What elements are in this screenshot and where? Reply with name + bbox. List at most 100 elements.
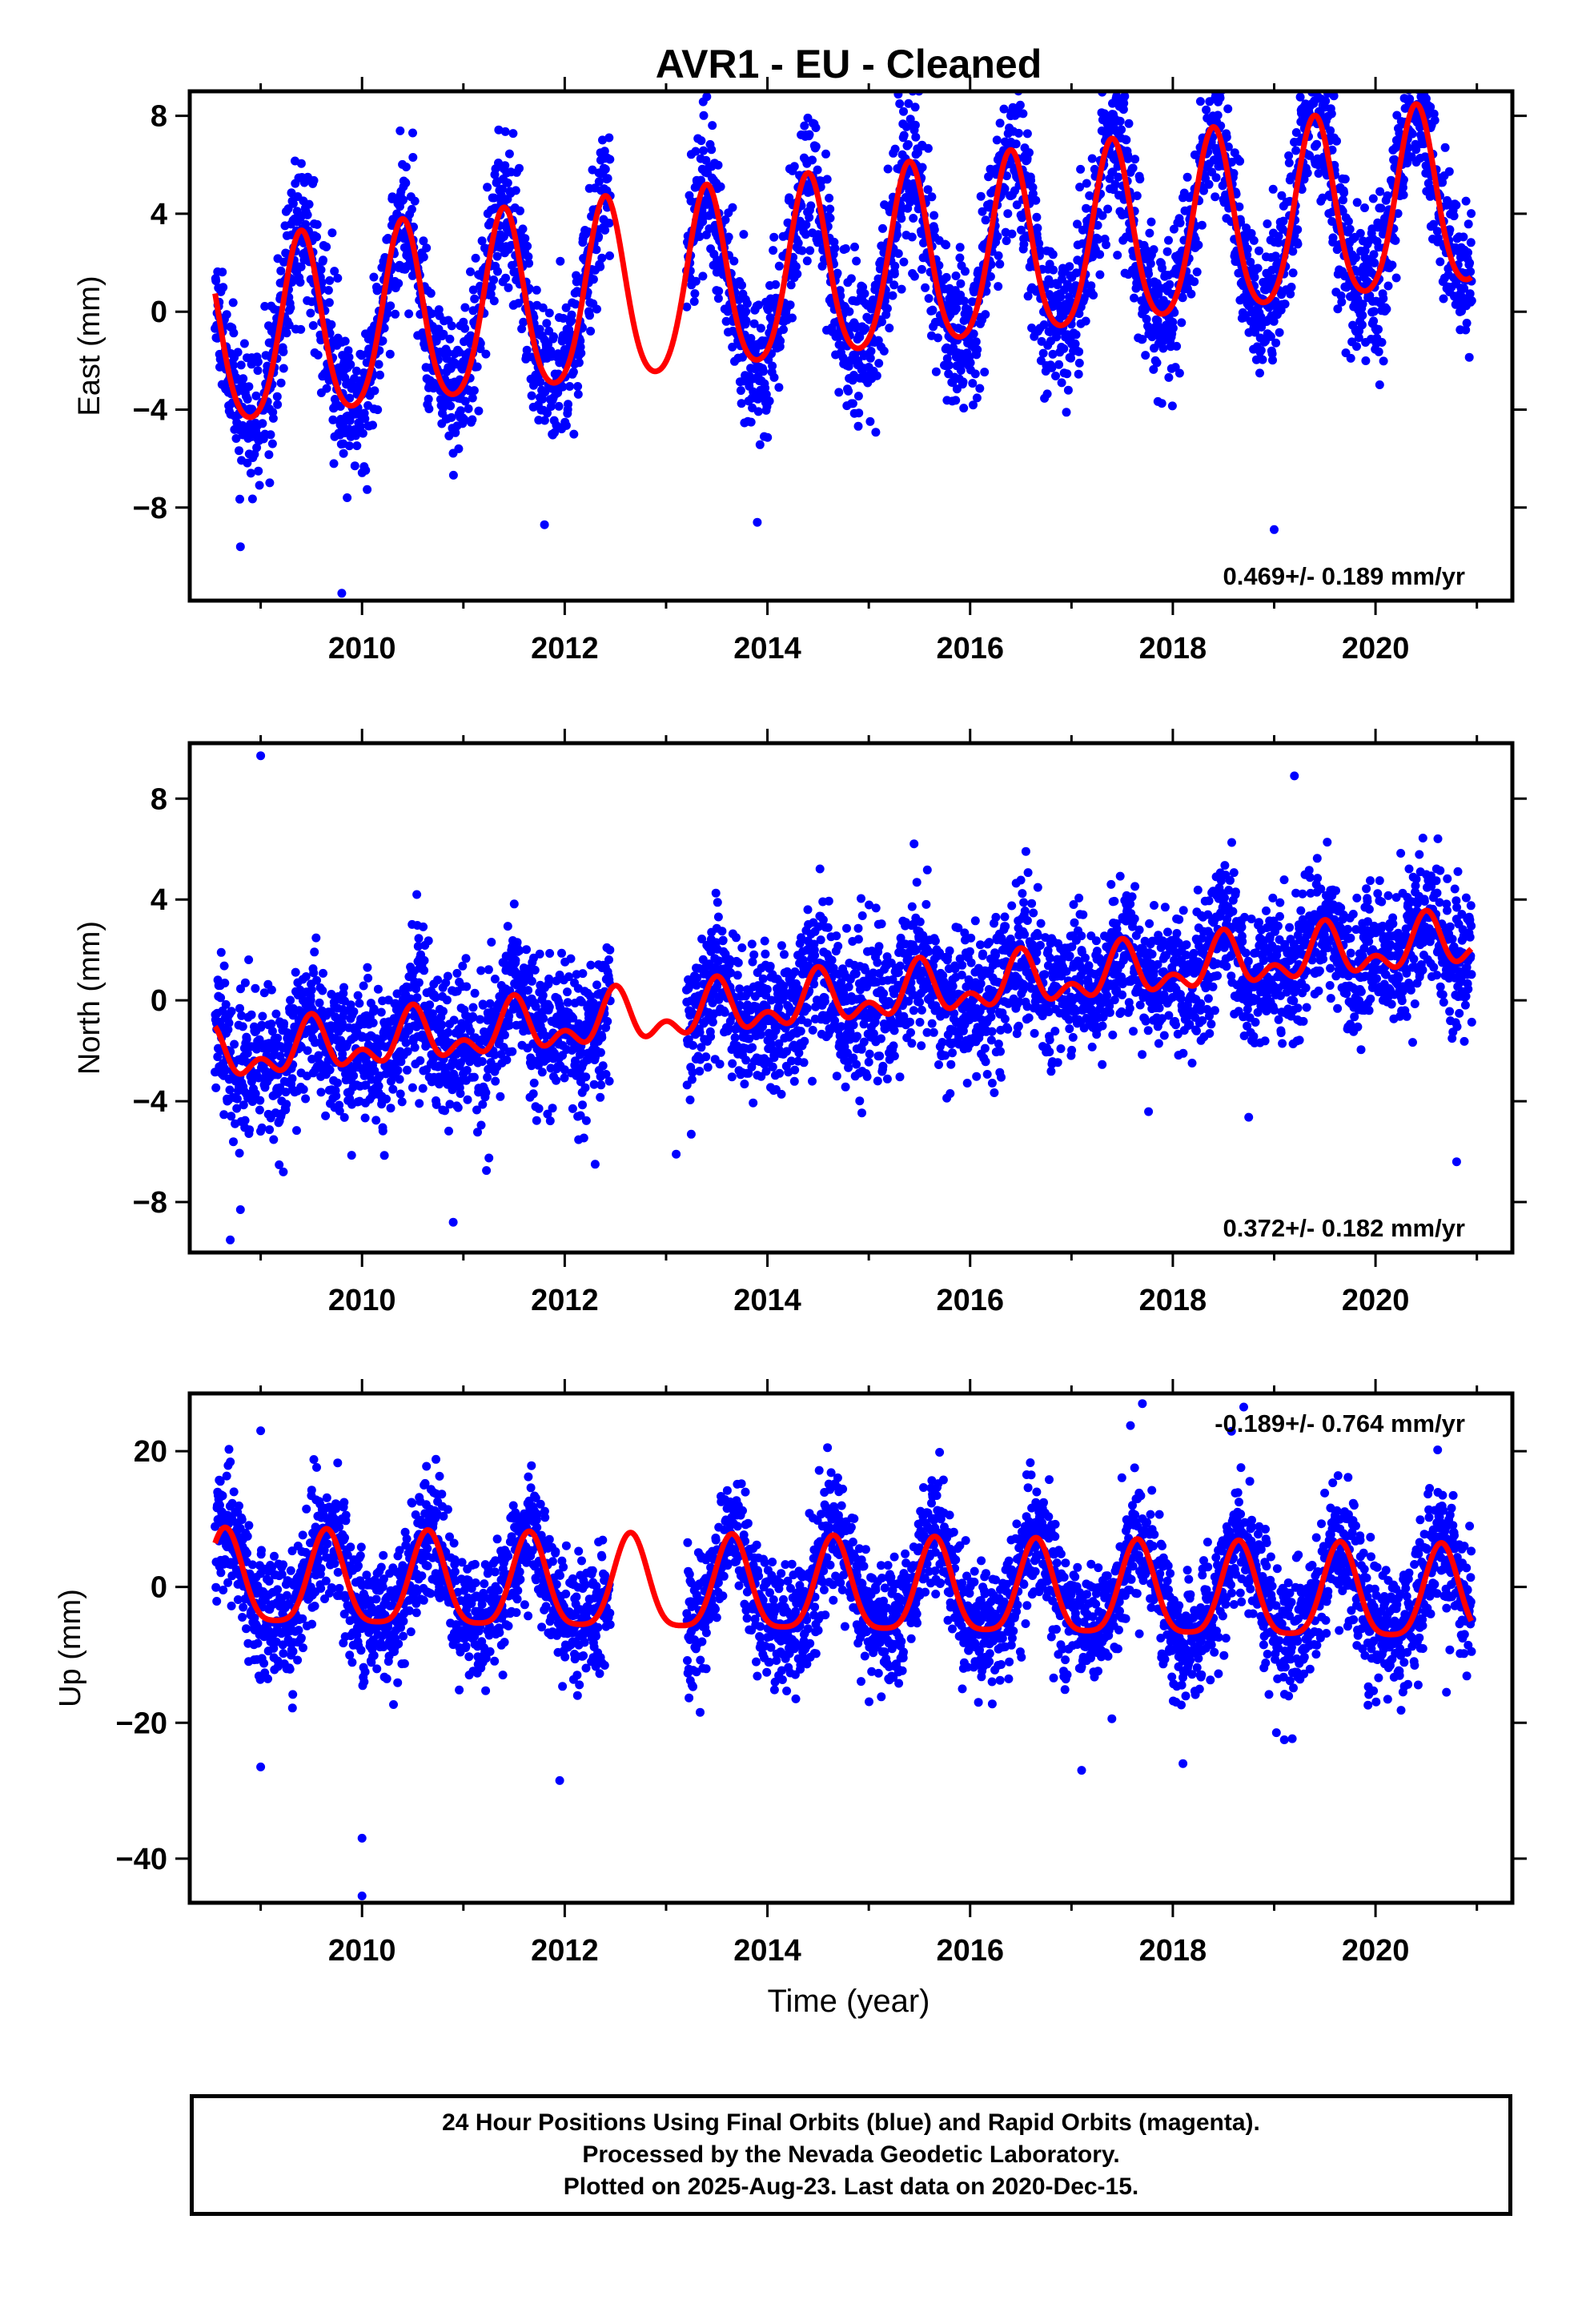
data-point <box>307 985 316 995</box>
data-point <box>572 271 581 280</box>
data-point <box>1387 260 1397 270</box>
data-point <box>539 1014 548 1023</box>
data-point <box>1383 191 1392 200</box>
data-point <box>573 382 583 391</box>
data-point <box>1149 245 1158 255</box>
data-point <box>737 280 746 290</box>
data-point <box>276 378 286 388</box>
data-point <box>355 999 364 1008</box>
data-point <box>471 253 480 263</box>
data-point <box>424 394 433 404</box>
data-point <box>1352 342 1361 352</box>
data-point <box>370 386 379 396</box>
data-point <box>1253 263 1263 273</box>
data-point <box>524 252 533 261</box>
data-point <box>971 337 981 347</box>
x-tick-label: 2010 <box>328 632 396 665</box>
data-point <box>594 177 604 187</box>
outlier-point <box>540 520 549 529</box>
data-point <box>605 155 615 164</box>
data-point <box>273 400 283 409</box>
data-point <box>716 182 725 191</box>
data-point <box>235 1003 244 1013</box>
data-point <box>566 954 576 963</box>
data-point <box>1114 172 1123 182</box>
data-point <box>1243 244 1252 254</box>
data-point <box>484 1153 494 1163</box>
data-point <box>219 961 229 971</box>
data-point <box>416 1055 425 1065</box>
data-point <box>403 1065 412 1075</box>
data-point <box>483 183 492 192</box>
data-point <box>1346 353 1355 363</box>
data-point <box>981 310 990 320</box>
data-point <box>496 1092 505 1101</box>
data-point <box>682 302 692 312</box>
data-point <box>228 298 238 308</box>
data-point <box>344 352 354 362</box>
data-point <box>1095 250 1105 259</box>
x-tick-label: 2012 <box>531 632 599 665</box>
data-point <box>257 1123 267 1132</box>
data-point <box>229 328 239 338</box>
data-point <box>363 485 372 494</box>
data-point <box>230 1039 239 1049</box>
data-point <box>500 161 510 171</box>
data-point <box>1462 319 1472 328</box>
data-point <box>368 1018 378 1027</box>
data-point <box>598 135 607 145</box>
data-point <box>769 246 778 255</box>
data-point <box>501 273 510 283</box>
data-point <box>449 1015 459 1025</box>
data-point <box>1357 320 1367 330</box>
data-point <box>372 286 382 296</box>
data-point <box>592 245 601 255</box>
data-point <box>576 348 586 358</box>
data-point <box>756 324 765 333</box>
data-point <box>404 309 414 319</box>
data-point <box>239 374 248 384</box>
data-point <box>483 1072 492 1082</box>
data-point <box>1076 164 1086 174</box>
data-point <box>1440 143 1450 152</box>
data-point <box>360 1113 370 1123</box>
data-point <box>811 123 821 132</box>
data-point <box>396 1089 405 1099</box>
data-point <box>303 1046 312 1055</box>
data-point <box>1414 81 1423 90</box>
data-point <box>236 360 246 370</box>
data-point <box>1271 338 1281 348</box>
data-point <box>1343 216 1353 226</box>
data-point <box>1407 129 1417 139</box>
data-point <box>897 214 906 223</box>
data-point <box>534 1104 544 1113</box>
data-point <box>279 1167 288 1176</box>
data-point <box>1177 318 1186 328</box>
data-point <box>1074 369 1083 379</box>
data-point <box>378 1126 387 1136</box>
data-point <box>789 162 799 171</box>
data-point <box>447 412 456 422</box>
data-point <box>245 1125 255 1135</box>
data-point <box>1038 348 1048 358</box>
data-point <box>1287 283 1296 292</box>
data-point <box>1065 262 1074 271</box>
data-point <box>529 1078 539 1088</box>
data-point <box>1275 328 1284 337</box>
data-point <box>545 1116 555 1126</box>
data-point <box>1002 236 1011 246</box>
data-point <box>874 359 884 368</box>
data-point <box>600 147 609 156</box>
data-point <box>301 1094 311 1104</box>
data-point <box>420 955 429 965</box>
data-point <box>537 1068 547 1077</box>
data-point <box>879 346 889 356</box>
data-point <box>1258 355 1267 364</box>
data-point <box>1062 369 1072 379</box>
data-point <box>1322 80 1331 89</box>
data-point <box>419 922 428 931</box>
data-point <box>487 283 496 292</box>
data-point <box>1015 100 1025 110</box>
data-point <box>561 420 571 430</box>
data-point <box>418 1084 428 1093</box>
